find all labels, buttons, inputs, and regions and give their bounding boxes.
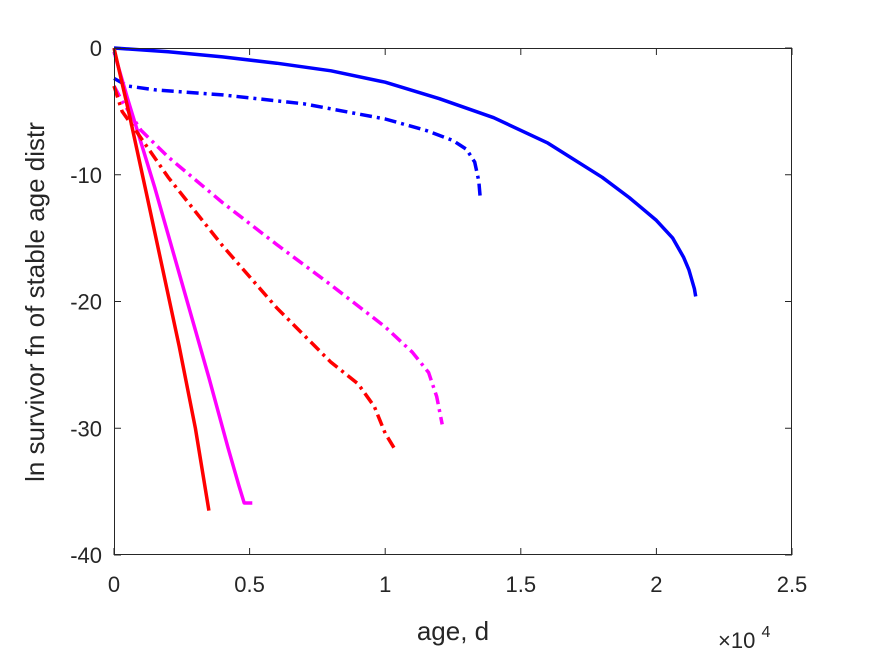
- x-axis-exponent-base: ×10: [718, 628, 755, 653]
- x-tick-label-4: 1.5: [506, 572, 537, 597]
- plot-area: [114, 48, 792, 555]
- x-tick-label-3: 1: [379, 572, 391, 597]
- x-tick-label-1: 0: [108, 572, 120, 597]
- series-line-4: [112, 85, 444, 425]
- x-tick-label-6: 2.5: [777, 572, 808, 597]
- y-tick-label-3: -20: [70, 290, 102, 315]
- x-tick-label-2: 0.5: [234, 572, 265, 597]
- y-tick-label-5: -40: [70, 543, 102, 568]
- series-layer: [112, 46, 698, 511]
- ticks-layer: 0 0.5 1 1.5 2 2.5 0 -10 -20 -30 -40: [70, 36, 807, 597]
- series-line-5: [112, 47, 211, 511]
- y-tick-label-4: -30: [70, 416, 102, 441]
- x-axis-exponent-power: 4: [761, 624, 770, 641]
- series-line-1: [113, 46, 698, 297]
- x-axis-exponent: ×10 4: [718, 624, 770, 653]
- x-axis-label: age, d: [417, 616, 489, 646]
- series-line-6: [112, 85, 398, 453]
- y-axis-label: ln survivor fn of stable age distr: [20, 122, 50, 482]
- x-tick-label-5: 2: [650, 572, 662, 597]
- y-tick-label-1: 0: [90, 36, 102, 61]
- series-line-2: [113, 76, 482, 197]
- series-line-3: [112, 51, 253, 505]
- y-tick-label-2: -10: [70, 163, 102, 188]
